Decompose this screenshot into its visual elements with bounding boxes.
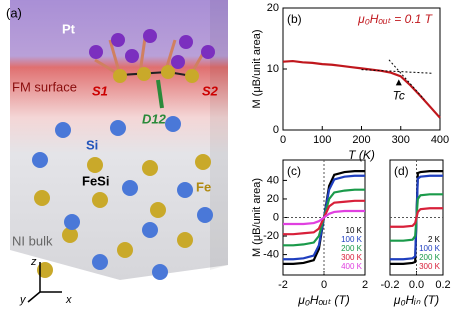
x-axis-label: μ₀Hᵢₙ (T) (393, 293, 439, 307)
x-tick-label: 100 (313, 134, 331, 146)
x-tick-label: 0.2 (435, 279, 450, 291)
x-label: x (65, 294, 72, 306)
y-tick-label: 0 (273, 124, 279, 136)
si-label: Si (86, 137, 98, 152)
x-tick-label: 2 (362, 279, 368, 291)
bulk-label: NI bulk (12, 233, 53, 248)
y-tick-label: 40 (267, 174, 279, 186)
pt-label: Pt (62, 21, 76, 36)
y-tick-label: 20 (267, 193, 279, 205)
s1-label: S1 (92, 83, 108, 98)
legend-entry: 400 K (341, 262, 363, 271)
panel-label: (c) (287, 164, 301, 178)
series-line (282, 59, 441, 119)
y-label: y (19, 294, 27, 306)
legend-entry: 200 K (419, 253, 441, 262)
panel-label: (a) (6, 5, 22, 20)
y-tick-label: 0 (273, 211, 279, 223)
y-axis-label: M (μB/unit area) (251, 29, 263, 108)
slab-side (210, 0, 228, 270)
legend-entry: 300 K (341, 253, 363, 262)
tc-arrow (395, 79, 402, 86)
annotation: μ₀Hₒᵤₜ = 0.1 T (357, 12, 434, 26)
y-tick-label: -20 (263, 230, 279, 242)
x-axis-label: T (K) (348, 148, 375, 162)
dmi-arrow (156, 79, 164, 109)
y-axis-label: M (μB/unit area) (251, 178, 263, 257)
fe-label: Fe (196, 179, 211, 194)
fm-label: FM surface (12, 79, 77, 94)
panel-label: (b) (287, 12, 302, 26)
x-tick-label: 300 (392, 134, 410, 146)
legend-entry: 100 K (341, 235, 363, 244)
series-line (283, 209, 365, 226)
panel-label: (d) (394, 164, 409, 178)
fe-atoms (34, 65, 211, 278)
x-tick-label: 200 (352, 134, 370, 146)
series-line (390, 207, 443, 228)
legend-entry: 2 K (428, 235, 441, 244)
fesi-label: FeSi (82, 173, 109, 188)
s2-label: S2 (202, 83, 219, 98)
pt-atoms (89, 29, 215, 69)
x-tick-label: -2 (278, 279, 288, 291)
panel-a: (a) Pt FM surface S1 S2 D12 Si FeSi Fe N… (6, 0, 228, 306)
legend-entry: 10 K (346, 226, 363, 235)
x-axis-label: μ₀Hₒᵤₜ (T) (297, 293, 349, 307)
legend-entry: 100 K (419, 244, 441, 253)
tc-label: Tc (393, 88, 405, 102)
axes-glyph (27, 262, 62, 303)
z-label: z (30, 256, 37, 268)
y-tick-label: 10 (267, 63, 279, 75)
x-tick-label: -0.2 (381, 279, 400, 291)
legend-entry: 200 K (341, 244, 363, 253)
y-tick-label: 20 (267, 2, 279, 14)
x-tick-label: 0.0 (409, 279, 424, 291)
d12-label: D12 (142, 111, 167, 126)
x-tick-label: 400 (431, 134, 449, 146)
si-atoms (32, 116, 213, 280)
legend-entry: 300 K (419, 262, 441, 271)
y-tick-label: -40 (263, 249, 279, 261)
tangent (388, 59, 425, 100)
x-tick-label: 0 (280, 134, 286, 146)
x-tick-label: 0 (321, 279, 327, 291)
